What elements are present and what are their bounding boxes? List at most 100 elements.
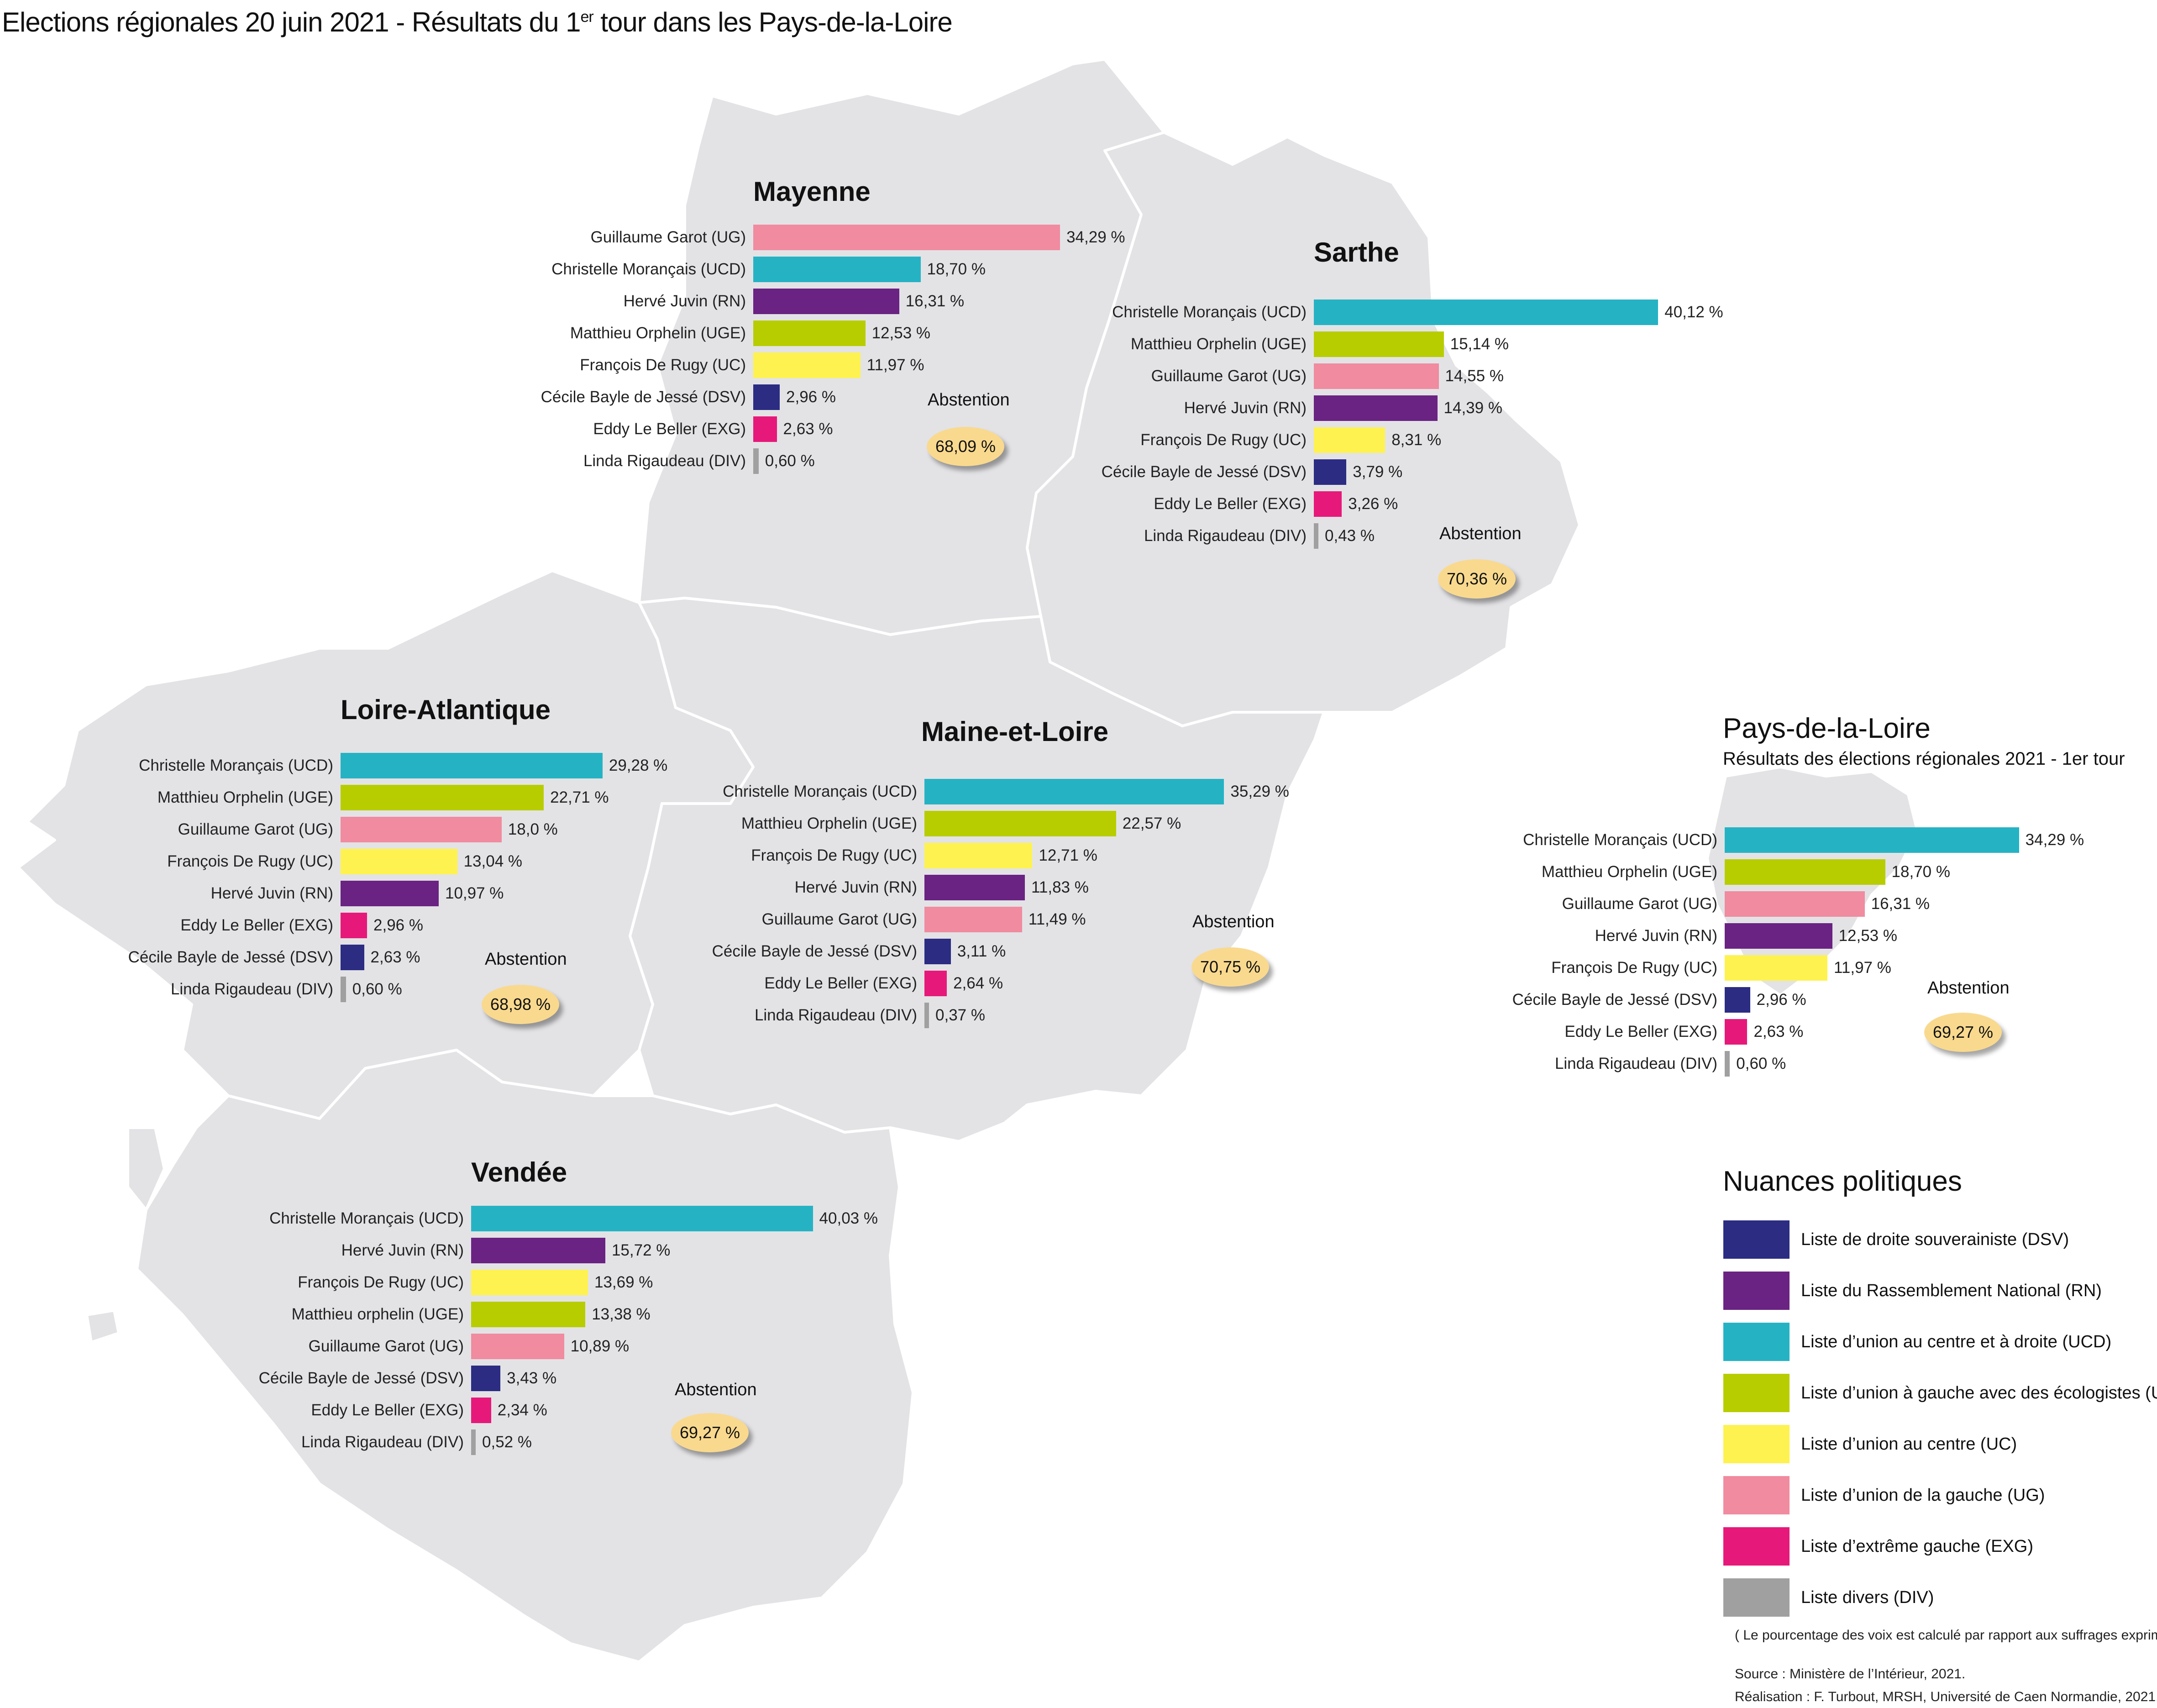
value-label: 35,29 %: [1230, 783, 1289, 800]
value-label: 34,29 %: [1066, 228, 1125, 246]
candidate-label: Christelle Morançais (UCD): [269, 1209, 464, 1227]
value-label: 2,96 %: [786, 388, 836, 406]
value-label: 22,57 %: [1122, 815, 1181, 832]
bar-ucd: [1725, 827, 2019, 853]
value-label: 18,70 %: [1891, 863, 1950, 881]
candidate-label: Matthieu Orphelin (UGE): [157, 788, 333, 806]
value-label: 10,97 %: [445, 884, 504, 902]
bar-uc: [753, 352, 861, 378]
chart-title-vendee: Vendée: [471, 1157, 567, 1188]
candidate-label: François De Rugy (UC): [1551, 959, 1717, 977]
candidate-label: François De Rugy (UC): [1140, 431, 1307, 449]
legend-swatch: [1723, 1476, 1790, 1514]
value-label: 3,11 %: [957, 942, 1006, 960]
value-label: 18,70 %: [927, 260, 986, 278]
bar-ucd: [924, 779, 1224, 804]
chart-title-maine-et-loire: Maine-et-Loire: [921, 716, 1109, 747]
bar-exg: [341, 913, 367, 938]
summary-chart-title: Pays-de-la-Loire: [1723, 713, 1931, 744]
bar-rn: [1725, 923, 1832, 949]
legend-label: Liste d’union à gauche avec des écologis…: [1801, 1383, 2157, 1403]
candidate-label: Matthieu Orphelin (UGE): [1541, 863, 1717, 881]
summary-chart-subtitle: Résultats des élections régionales 2021 …: [1723, 749, 2125, 769]
value-label: 11,83 %: [1031, 878, 1089, 896]
chart-title-loire-atlantique: Loire-Atlantique: [341, 694, 551, 725]
candidate-label: Hervé Juvin (RN): [1595, 927, 1717, 945]
bar-rn: [753, 289, 899, 314]
bar-ug: [753, 225, 1060, 250]
candidate-label: François De Rugy (UC): [580, 356, 746, 374]
department-shape-maine-et-loire: [629, 597, 1325, 1143]
candidate-label: Cécile Bayle de Jessé (DSV): [1101, 463, 1307, 481]
legend-swatch: [1723, 1527, 1790, 1566]
bar-uge: [753, 321, 866, 346]
bar-ucd: [341, 753, 603, 778]
bar-div: [471, 1429, 476, 1455]
candidate-label: Guillaume Garot (UG): [590, 228, 746, 246]
value-label: 2,96 %: [373, 916, 423, 934]
candidate-label: Linda Rigaudeau (DIV): [1554, 1055, 1717, 1072]
bar-uc: [471, 1270, 588, 1295]
bar-div: [341, 977, 346, 1002]
value-label: 2,64 %: [953, 974, 1003, 992]
value-label: 3,26 %: [1348, 495, 1398, 513]
candidate-label: Linda Rigaudeau (DIV): [583, 452, 746, 470]
value-label: 0,43 %: [1325, 527, 1375, 545]
value-label: 15,72 %: [611, 1241, 671, 1259]
abstention-label-maine-et-loire: Abstention: [1192, 912, 1275, 931]
value-label: 13,38 %: [592, 1305, 651, 1323]
value-label: 22,71 %: [550, 788, 609, 806]
value-label: 11,97 %: [1834, 959, 1891, 977]
legend-title: Nuances politiques: [1723, 1166, 1962, 1197]
bar-div: [924, 1003, 929, 1028]
abstention-label-pays-de-la-loire: Abstention: [1927, 978, 2010, 998]
abstention-label-loire-atlantique: Abstention: [485, 950, 567, 969]
bar-exg: [1725, 1019, 1748, 1045]
value-label: 11,97 %: [866, 356, 924, 374]
bar-exg: [1314, 491, 1342, 517]
candidate-label: François De Rugy (UC): [298, 1273, 464, 1291]
bar-ucd: [471, 1206, 813, 1231]
bar-div: [1725, 1051, 1730, 1077]
candidate-label: Cécile Bayle de Jessé (DSV): [258, 1369, 464, 1387]
value-label: 12,53 %: [1838, 927, 1897, 945]
value-label: 2,63 %: [783, 420, 833, 438]
candidate-label: Linda Rigaudeau (DIV): [170, 980, 333, 998]
value-label: 11,49 %: [1028, 910, 1086, 928]
candidate-label: Cécile Bayle de Jessé (DSV): [1512, 991, 1717, 1009]
bar-uc: [1314, 427, 1386, 453]
bar-ucd: [753, 257, 921, 282]
bar-uge: [1314, 331, 1444, 357]
legend-swatch: [1723, 1374, 1790, 1412]
candidate-label: Christelle Morançais (UCD): [723, 783, 917, 800]
bar-rn: [1314, 395, 1438, 421]
candidate-label: Eddy Le Beller (EXG): [764, 974, 917, 992]
bar-exg: [471, 1398, 491, 1423]
candidate-label: Matthieu Orphelin (UGE): [741, 815, 917, 832]
candidate-label: Guillaume Garot (UG): [308, 1337, 464, 1355]
value-label: 13,04 %: [463, 852, 523, 870]
value-label: 3,79 %: [1353, 463, 1403, 481]
bar-dsv: [1314, 459, 1347, 485]
legend-swatch: [1723, 1323, 1790, 1361]
value-label: 2,63 %: [370, 948, 420, 966]
abstention-value-vendee: 69,27 %: [671, 1413, 749, 1452]
candidate-label: Christelle Morançais (UCD): [551, 260, 746, 278]
bar-ug: [1725, 891, 1865, 917]
value-label: 16,31 %: [1871, 895, 1930, 913]
map-title: Elections régionales 20 juin 2021 - Résu…: [2, 6, 953, 38]
abstention-value-pays-de-la-loire: 69,27 %: [1924, 1013, 2002, 1052]
value-label: 8,31 %: [1391, 431, 1442, 449]
value-label: 12,71 %: [1039, 846, 1097, 864]
legend-label: Liste d’union au centre et à droite (UCD…: [1801, 1332, 2112, 1351]
value-label: 10,89 %: [570, 1337, 630, 1355]
chart-title-mayenne: Mayenne: [753, 176, 871, 207]
value-label: 0,60 %: [1736, 1055, 1786, 1072]
value-label: 40,03 %: [819, 1209, 878, 1227]
bar-uge: [471, 1302, 586, 1327]
candidate-label: Guillaume Garot (UG): [1562, 895, 1717, 913]
bar-exg: [924, 971, 947, 996]
value-label: 0,60 %: [352, 980, 402, 998]
value-label: 16,31 %: [905, 292, 965, 310]
